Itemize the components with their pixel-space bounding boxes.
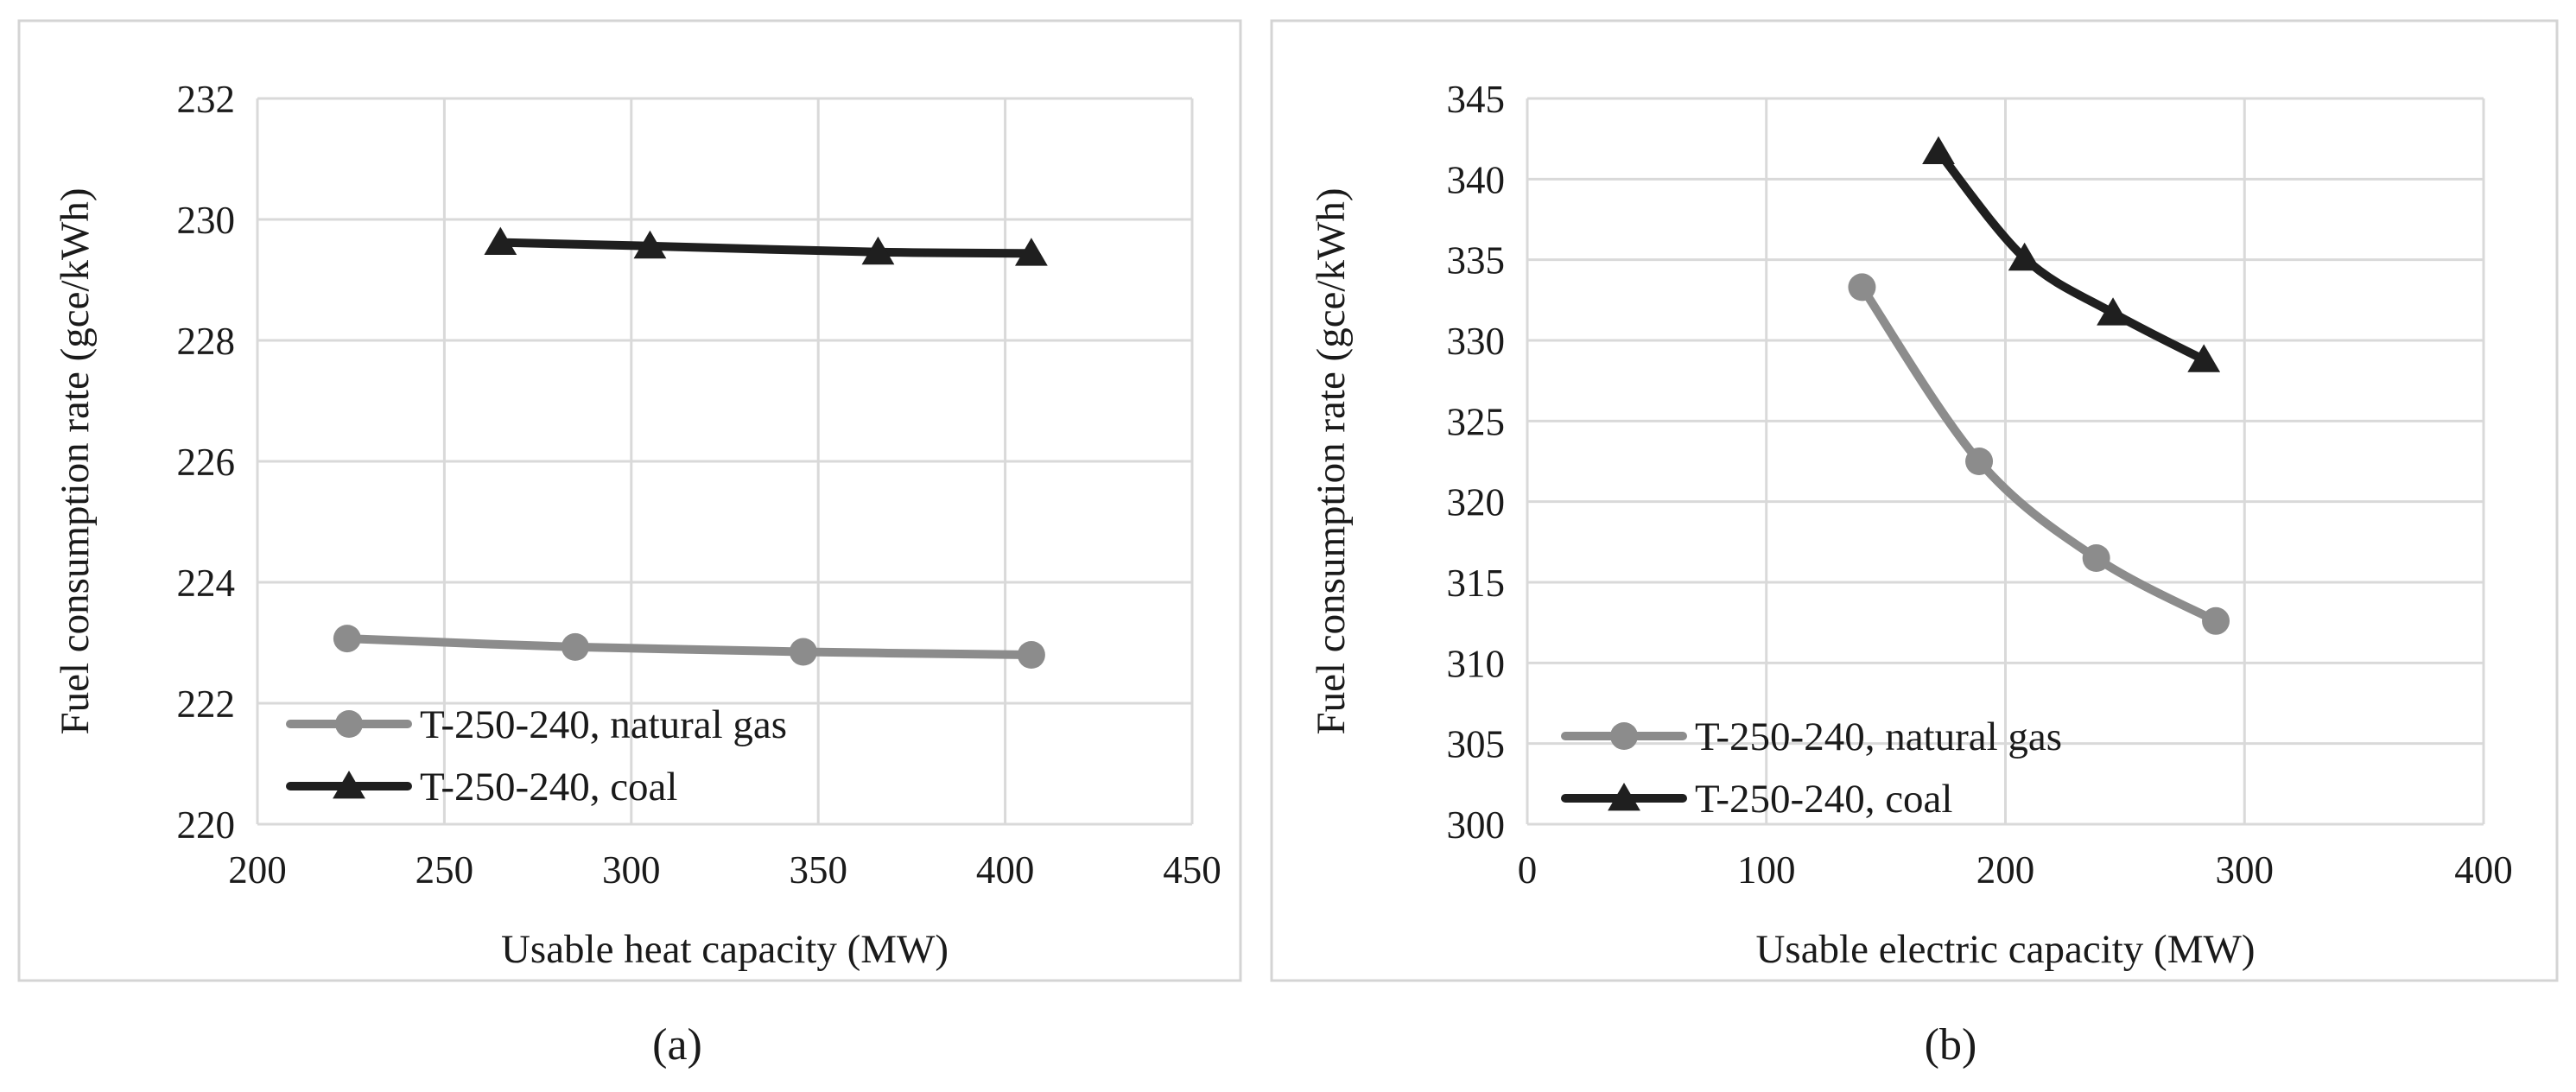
y-tick-label: 220 [177, 803, 236, 847]
data-point [633, 230, 667, 259]
legend-marker [335, 710, 363, 738]
legend-marker [1610, 722, 1638, 750]
y-tick-label: 335 [1447, 239, 1506, 283]
data-point [2097, 297, 2129, 326]
x-tick-label: 350 [789, 848, 847, 892]
y-tick-label: 226 [177, 441, 236, 484]
y-tick-label: 315 [1447, 562, 1506, 605]
x-tick-label: 0 [1518, 848, 1538, 892]
panel-caption: (b) [1925, 1020, 1977, 1070]
data-point [1017, 641, 1045, 669]
data-point [2082, 544, 2110, 572]
y-tick-label: 232 [177, 78, 236, 121]
data-point [861, 236, 895, 265]
x-axis-title: Usable heat capacity (MW) [501, 927, 949, 972]
data-point [1014, 238, 1048, 266]
y-tick-label: 222 [177, 682, 236, 726]
x-axis-title: Usable electric capacity (MW) [1755, 927, 2255, 972]
legend-label: T-250-240, coal [1695, 777, 1952, 822]
gridlines [1526, 97, 2485, 826]
data-point [1965, 448, 1994, 475]
series-line [496, 238, 1036, 258]
x-tick-label: 400 [976, 848, 1035, 892]
y-axis-title: Fuel consumption rate (gce/kWh) [1309, 187, 1354, 734]
chart-panel-a: 200 250 300 350 400 450 220 222 224 226 228 230 232 U… [17, 19, 1242, 982]
legend-marker [1608, 783, 1640, 811]
y-tick-label: 345 [1447, 78, 1506, 121]
data-point [561, 632, 589, 661]
series-coal [1922, 136, 2221, 372]
legend: T-250-240, natural gas T-250-240, coal [286, 702, 787, 809]
y-tick-label: 320 [1447, 481, 1506, 524]
legend-marker [333, 771, 365, 799]
legend-item: T-250-240, coal [286, 765, 677, 809]
x-tick-label: 100 [1737, 848, 1796, 892]
legend-label: T-250-240, natural gas [1695, 714, 2062, 759]
data-point [2008, 242, 2041, 271]
y-tick-label: 340 [1447, 158, 1506, 201]
y-tick-label: 325 [1447, 400, 1506, 443]
x-tick-label: 450 [1163, 848, 1221, 892]
gridlines [256, 97, 1194, 826]
series-line [1934, 147, 2209, 365]
y-tick-label: 310 [1447, 642, 1506, 685]
x-tick-label: 300 [2216, 848, 2275, 892]
y-tick-label: 224 [177, 562, 236, 605]
legend-item: T-250-240, natural gas [1561, 714, 2062, 759]
series-coal [484, 226, 1048, 266]
chart-panel-b: 0 100 200 300 400 300 305 310 315 320 325 330 335 340… [1270, 19, 2559, 982]
y-tick-label: 300 [1447, 803, 1506, 847]
x-tick-label: 250 [416, 848, 474, 892]
series-line [342, 634, 1036, 659]
legend-item: T-250-240, natural gas [286, 702, 787, 747]
chart-frame [17, 19, 1242, 982]
data-point [789, 638, 817, 666]
y-tick-label: 305 [1447, 723, 1506, 766]
x-tick-label: 400 [2454, 848, 2513, 892]
series-natural-gas [1848, 273, 2230, 635]
data-point [1922, 136, 1955, 164]
legend: T-250-240, natural gas T-250-240, coal [1561, 714, 2062, 822]
panel-caption: (a) [652, 1020, 702, 1070]
y-tick-label: 230 [177, 199, 236, 242]
x-tick-label: 300 [602, 848, 661, 892]
legend-label: T-250-240, coal [420, 765, 677, 809]
legend-item: T-250-240, coal [1561, 777, 1952, 822]
y-tick-label: 228 [177, 320, 236, 363]
series-line [1857, 283, 2221, 625]
data-point [484, 226, 517, 255]
x-tick-label: 200 [228, 848, 287, 892]
x-tick-label: 200 [1976, 848, 2035, 892]
data-point [2202, 606, 2230, 635]
legend-label: T-250-240, natural gas [420, 702, 787, 747]
data-point [1848, 273, 1876, 302]
y-axis-title: Fuel consumption rate (gce/kWh) [53, 187, 98, 734]
series-natural-gas [333, 625, 1045, 669]
y-tick-label: 330 [1447, 320, 1506, 363]
data-point [2187, 344, 2221, 372]
data-point [333, 625, 361, 653]
